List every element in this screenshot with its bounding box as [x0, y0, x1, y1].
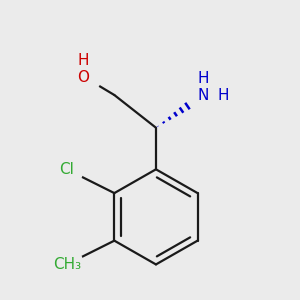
- Circle shape: [50, 248, 83, 281]
- Circle shape: [68, 61, 101, 94]
- Text: H: H: [77, 53, 89, 68]
- Text: H: H: [217, 88, 229, 103]
- Circle shape: [50, 153, 83, 186]
- Text: CH₃: CH₃: [53, 257, 81, 272]
- Circle shape: [187, 79, 220, 111]
- Text: O: O: [77, 70, 89, 85]
- Text: Cl: Cl: [59, 162, 74, 177]
- Text: N: N: [198, 88, 209, 103]
- Text: H: H: [198, 71, 209, 86]
